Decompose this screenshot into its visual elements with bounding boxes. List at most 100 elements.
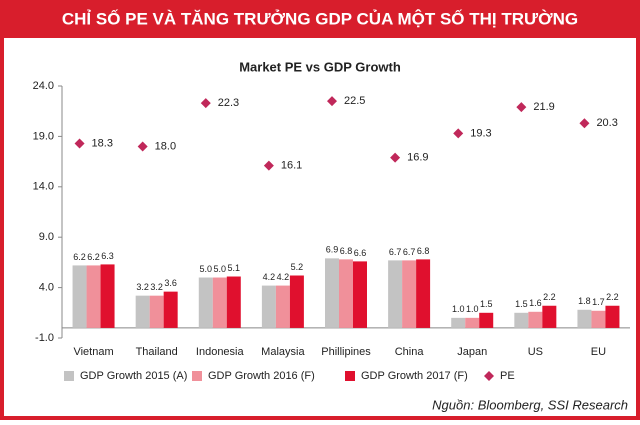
y-tick-label: 24.0 xyxy=(33,80,54,92)
data-label: 2.2 xyxy=(543,292,556,302)
bar xyxy=(86,265,101,328)
bar xyxy=(591,310,606,328)
chart-title: Market PE vs GDP Growth xyxy=(239,59,401,74)
legend-swatch xyxy=(192,371,202,381)
legend-swatch xyxy=(345,371,355,381)
bar xyxy=(479,312,494,328)
bar xyxy=(402,260,417,328)
data-label: 1.0 xyxy=(466,304,479,314)
legend-label: GDP Growth 2016 (F) xyxy=(208,370,315,382)
bar xyxy=(353,261,367,328)
data-label: 1.7 xyxy=(592,297,605,307)
legend-label: PE xyxy=(500,370,515,382)
data-label: 5.0 xyxy=(200,264,213,274)
pe-marker xyxy=(137,141,148,152)
data-label: 6.2 xyxy=(87,252,100,262)
data-label: 6.6 xyxy=(354,248,367,258)
pe-marker xyxy=(327,96,337,107)
bar xyxy=(514,312,529,328)
data-label: 3.2 xyxy=(150,282,163,292)
bar xyxy=(261,285,276,328)
data-label: 16.9 xyxy=(407,151,428,163)
legend-swatch xyxy=(64,371,74,381)
data-label: 6.3 xyxy=(101,251,114,261)
pe-marker xyxy=(263,160,274,171)
data-label: 5.1 xyxy=(228,263,241,273)
data-label: 1.5 xyxy=(480,299,493,309)
data-label: 4.2 xyxy=(263,272,276,282)
data-label: 1.5 xyxy=(515,299,528,309)
legend-swatch xyxy=(484,371,494,381)
pe-marker xyxy=(200,98,211,109)
bar xyxy=(72,265,87,328)
source: Nguồn: Bloomberg, SSI Research xyxy=(432,397,628,412)
bar xyxy=(465,317,480,328)
data-label: 21.9 xyxy=(533,101,554,113)
data-label: 16.1 xyxy=(281,160,302,172)
bar xyxy=(198,277,213,328)
pe-marker xyxy=(390,152,401,163)
bar xyxy=(339,259,353,328)
data-label: 20.3 xyxy=(596,117,617,129)
data-label: 1.8 xyxy=(578,296,591,306)
bar xyxy=(388,260,403,328)
x-tick-label: Japan xyxy=(457,346,487,358)
x-tick-label: Thailand xyxy=(136,346,178,358)
bar xyxy=(212,277,227,328)
data-label: 22.3 xyxy=(218,97,239,109)
bar xyxy=(135,295,150,328)
bar xyxy=(226,276,241,328)
x-tick-label: EU xyxy=(591,346,606,358)
x-tick-label: Indonesia xyxy=(196,346,245,358)
data-label: 4.2 xyxy=(277,272,290,282)
bar xyxy=(149,295,164,328)
data-label: 18.0 xyxy=(155,140,176,152)
legend-label: GDP Growth 2017 (F) xyxy=(361,370,468,382)
bar xyxy=(577,309,592,328)
bar xyxy=(605,305,620,328)
pe-marker xyxy=(453,128,464,139)
bar xyxy=(542,305,557,328)
y-tick-label: 9.0 xyxy=(39,231,54,243)
data-label: 3.6 xyxy=(164,278,177,288)
x-tick-label: US xyxy=(528,346,543,358)
data-label: 5.2 xyxy=(291,262,304,272)
data-label: 6.7 xyxy=(403,247,416,257)
bar xyxy=(528,311,543,328)
data-label: 5.0 xyxy=(214,264,227,274)
pe-marker xyxy=(74,138,85,149)
header-band xyxy=(0,0,640,38)
x-tick-label: Phillipines xyxy=(321,346,371,358)
data-label: 1.0 xyxy=(452,304,465,314)
x-tick-label: China xyxy=(395,346,425,358)
bar xyxy=(275,285,290,328)
x-tick-label: Malaysia xyxy=(261,346,305,358)
data-label: 6.9 xyxy=(326,245,339,255)
header-title: CHỈ SỐ PE VÀ TĂNG TRƯỞNG GDP CỦA MỘT SỐ … xyxy=(62,8,578,28)
y-tick-label: 14.0 xyxy=(33,181,54,193)
data-label: 3.2 xyxy=(136,282,149,292)
data-label: 6.7 xyxy=(389,247,402,257)
bar xyxy=(451,317,466,328)
legend-label: GDP Growth 2015 (A) xyxy=(80,370,187,382)
data-label: 19.3 xyxy=(470,127,491,139)
bar xyxy=(289,275,304,328)
data-label: 6.8 xyxy=(340,246,353,256)
x-tick-label: Vietnam xyxy=(73,346,113,358)
bar xyxy=(163,291,178,328)
y-tick-label: 4.0 xyxy=(39,282,54,294)
data-label: 1.6 xyxy=(529,298,542,308)
y-tick-label: 19.0 xyxy=(33,130,54,142)
bar xyxy=(325,258,339,328)
pe-marker xyxy=(579,118,590,129)
data-label: 6.8 xyxy=(417,246,430,256)
y-tick-label: -1.0 xyxy=(35,332,54,344)
bar xyxy=(100,264,115,328)
data-label: 18.3 xyxy=(92,137,113,149)
data-label: 22.5 xyxy=(344,95,365,107)
data-label: 2.2 xyxy=(606,292,619,302)
pe-marker xyxy=(516,102,527,113)
data-label: 6.2 xyxy=(73,252,86,262)
